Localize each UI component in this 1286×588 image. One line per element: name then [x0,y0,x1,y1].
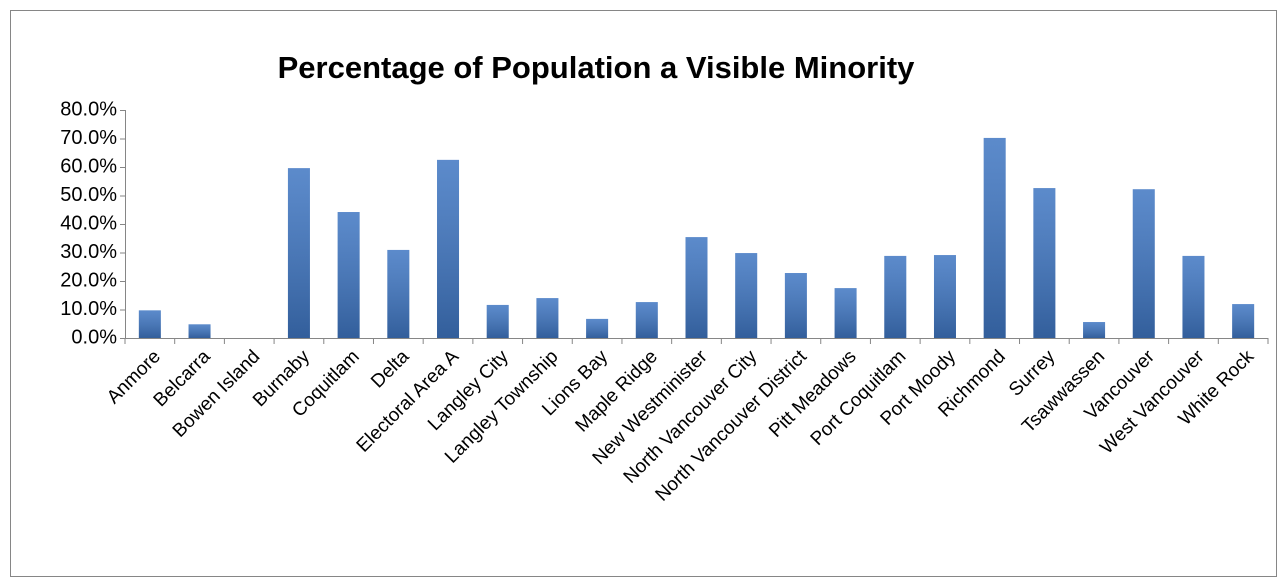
y-tick-label: 20.0% [60,269,117,291]
bar-shade [1132,189,1155,338]
bar-shade [1083,322,1106,338]
bar-shade [337,212,360,338]
chart-title: Percentage of Population a Visible Minor… [278,50,916,85]
bar-shade [188,324,211,338]
y-tick-label: 70.0% [60,127,117,149]
bar-shade [387,249,410,338]
bar-shade [685,237,708,338]
bar-shade [138,310,161,338]
y-tick-label: 0.0% [71,326,117,348]
bar-shade [586,318,609,338]
y-tick-label: 60.0% [60,155,117,177]
bar-shade [486,304,509,338]
bar-shade [1033,188,1056,338]
y-tick-label: 30.0% [60,241,117,263]
bar-shade [983,137,1006,338]
y-tick-label: 80.0% [60,98,117,120]
bar-shade [834,288,857,338]
bar-shade [536,298,559,338]
y-tick-label: 40.0% [60,212,117,234]
bar-shade [1232,304,1255,338]
bar-shade [784,273,807,338]
bar-shade [287,168,310,338]
bar-shade [933,255,956,338]
chart-frame [10,10,1277,577]
bar-shade [735,253,758,338]
y-tick-label: 10.0% [60,298,117,320]
bar-shade [1182,255,1205,338]
bar-shade [635,302,658,338]
bar-shade [884,255,907,338]
bar-shade [437,159,460,338]
y-tick-label: 50.0% [60,184,117,206]
